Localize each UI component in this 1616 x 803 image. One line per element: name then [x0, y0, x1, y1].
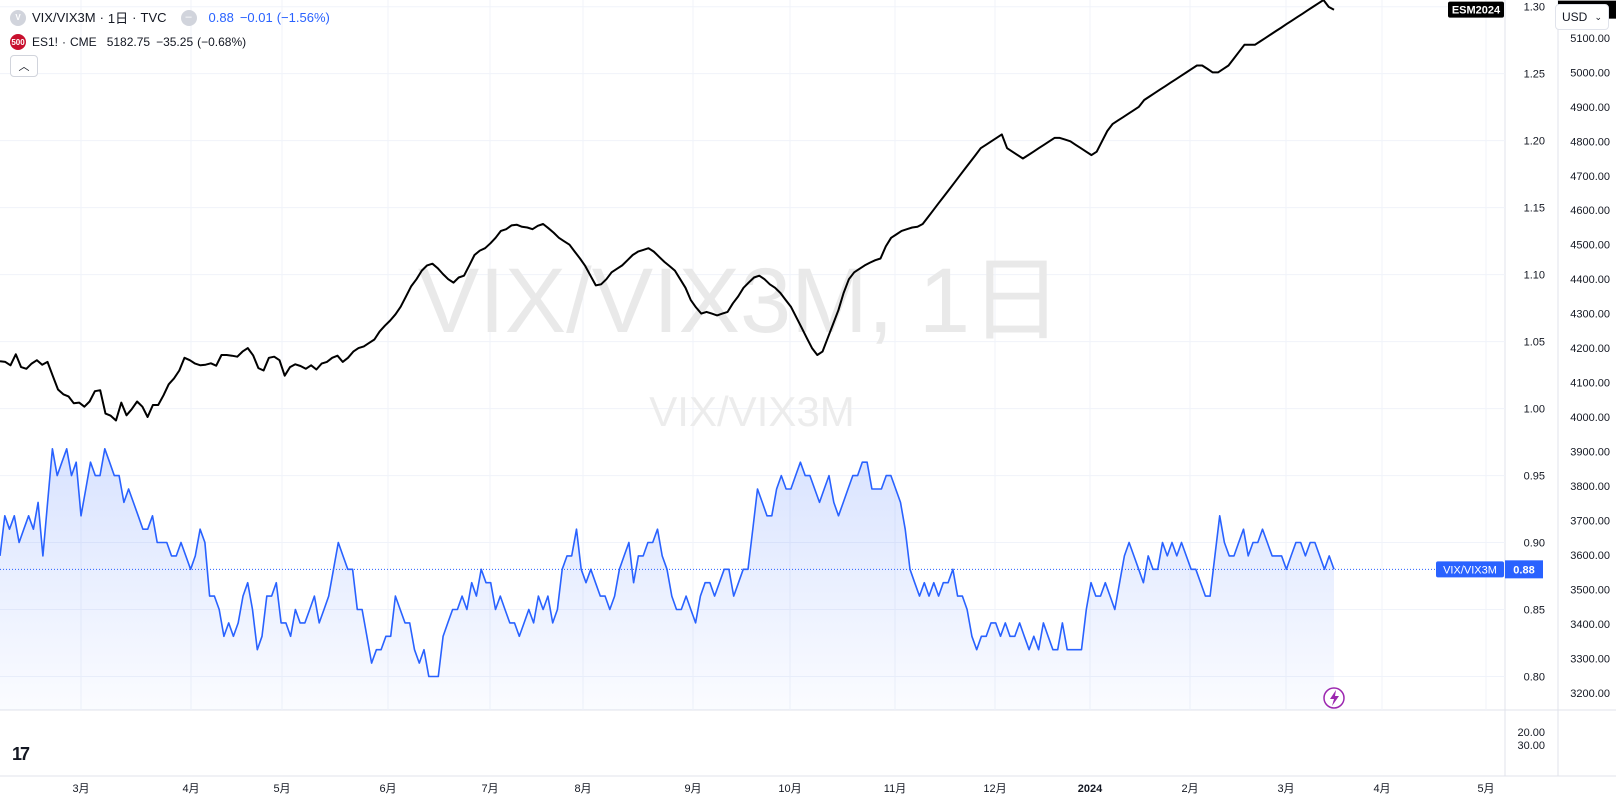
- x-axis-tick-label: 7月: [481, 783, 498, 795]
- right-scale-tick-label: 4800.00: [1570, 136, 1610, 148]
- x-axis-tick-label: 3月: [1277, 783, 1294, 795]
- left-scale-tick-label: 0.90: [1524, 538, 1545, 550]
- x-axis-tick-label: 2024: [1078, 783, 1103, 795]
- sub-pane-tick-label: 20.00: [1517, 727, 1545, 739]
- x-axis-tick-label: 9月: [684, 783, 701, 795]
- separator: ·: [132, 10, 137, 25]
- minus-icon[interactable]: –: [180, 9, 197, 26]
- right-scale-tick-label: 4200.00: [1570, 343, 1610, 355]
- right-scale-tick-label: 5100.00: [1570, 33, 1610, 45]
- main-exchange: TVC: [140, 10, 167, 25]
- es-name-tag: ESM2024: [1448, 1, 1504, 18]
- chevron-up-icon: ︿: [18, 61, 30, 73]
- compare-value: 5182.75: [106, 35, 151, 49]
- separator: ·: [99, 10, 104, 25]
- main-change-pct: (−1.56%): [276, 10, 330, 25]
- right-scale-tick-label: 4900.00: [1570, 102, 1610, 114]
- main-interval[interactable]: 1日: [107, 11, 129, 26]
- x-axis-tick-label: 5月: [273, 783, 290, 795]
- compare-exchange: CME: [70, 35, 97, 49]
- currency-selector[interactable]: USD ⌄: [1555, 4, 1609, 30]
- axis-layer: 1.30 1.25 1.20 1.15 1.10 1.05 1.00 0.95 0.90 0.85…: [72, 2, 1610, 795]
- right-scale-tick-label: 5000.00: [1570, 67, 1610, 79]
- series-layer: [0, 0, 1505, 710]
- es-futures-line: [0, 0, 1335, 422]
- watermark-large: VIX/VIX3M, 1日: [418, 250, 1062, 352]
- right-scale-tick-label: 4500.00: [1570, 240, 1610, 252]
- left-scale-tick-label: 1.10: [1524, 270, 1545, 282]
- left-scale-tick-label: 1.05: [1524, 337, 1545, 349]
- left-scale-tick-label: 1.30: [1524, 2, 1545, 14]
- main-change: −0.01: [239, 10, 273, 25]
- x-axis-tick-label: 8月: [574, 783, 591, 795]
- left-scale-tick-label: 1.25: [1524, 69, 1545, 81]
- right-scale-tick-label: 4400.00: [1570, 274, 1610, 286]
- x-axis-tick-label: 4月: [182, 783, 199, 795]
- x-axis-tick-label: 4月: [1373, 783, 1390, 795]
- left-scale-tick-label: 1.00: [1524, 404, 1545, 416]
- sub-pane-tick-label: 30.00: [1517, 740, 1545, 752]
- right-scale-tick-label: 4300.00: [1570, 309, 1610, 321]
- x-axis-tick-label: 10月: [778, 783, 801, 795]
- right-scale-tick-label: 4100.00: [1570, 378, 1610, 390]
- left-scale-tick-label: 1.15: [1524, 203, 1545, 215]
- right-scale-tick-label: 3400.00: [1570, 619, 1610, 631]
- main-series-legend[interactable]: V VIX/VIX3M · 1日 · TVC – 0.88 −0.01 (−1.…: [10, 8, 330, 27]
- x-axis-tick-label: 2月: [1181, 783, 1198, 795]
- currency-label: USD: [1562, 10, 1588, 24]
- compare-symbol[interactable]: ES1!: [32, 35, 59, 49]
- separator: ·: [62, 35, 67, 49]
- chevron-down-icon: ⌄: [1594, 11, 1602, 22]
- right-scale-tick-label: 3500.00: [1570, 584, 1610, 596]
- collapse-legend-button[interactable]: ︿: [10, 55, 38, 77]
- right-scale-tick-label: 3900.00: [1570, 447, 1610, 459]
- right-scale-tick-label: 3800.00: [1570, 481, 1610, 493]
- compare-series-legend[interactable]: 500 ES1! · CME 5182.75 −35.25 (−0.68%): [10, 34, 246, 50]
- right-scale-tick-label: 4700.00: [1570, 171, 1610, 183]
- main-symbol[interactable]: VIX/VIX3M: [32, 10, 96, 25]
- compare-logo-icon: 500: [10, 34, 26, 50]
- main-value: 0.88: [208, 10, 234, 25]
- lightning-icon[interactable]: [1323, 687, 1345, 709]
- left-scale-tick-label: 0.85: [1524, 605, 1545, 617]
- x-axis-tick-label: 12月: [983, 783, 1006, 795]
- x-axis-tick-label: 11月: [884, 783, 906, 795]
- x-axis-tick-label: 3月: [72, 783, 89, 795]
- compare-change-pct: (−0.68%): [197, 35, 247, 49]
- tradingview-logo-icon[interactable]: 17: [12, 744, 30, 764]
- right-scale-tick-label: 3300.00: [1570, 653, 1610, 665]
- vix-ratio-value-label: 0.88: [1513, 564, 1534, 576]
- right-scale-tick-label: 3200.00: [1570, 688, 1610, 700]
- left-scale-tick-label: 1.20: [1524, 136, 1545, 148]
- vix-ratio-name-label: VIX/VIX3M: [1443, 564, 1497, 576]
- left-scale-tick-label: 0.95: [1524, 471, 1545, 483]
- right-scale-tick-label: 4000.00: [1570, 412, 1610, 424]
- es-name-label: ESM2024: [1452, 5, 1501, 17]
- x-axis-tick-label: 5月: [1477, 783, 1494, 795]
- right-scale-tick-label: 3700.00: [1570, 515, 1610, 527]
- vix-ratio-value-tag: 0.88: [1505, 560, 1543, 579]
- vix-ratio-line: [0, 448, 1335, 678]
- symbol-logo-icon: V: [10, 9, 26, 26]
- right-scale-tick-label: 3600.00: [1570, 550, 1610, 562]
- watermark-small: VIX/VIX3M: [649, 388, 854, 435]
- vix-ratio-name-tag: VIX/VIX3M: [1436, 561, 1504, 578]
- vix-ratio-area: [0, 448, 1334, 710]
- left-scale-tick-label: 0.80: [1524, 672, 1545, 684]
- x-axis-tick-label: 6月: [379, 783, 396, 795]
- right-scale-tick-label: 4600.00: [1570, 205, 1610, 217]
- compare-change: −35.25: [156, 35, 194, 49]
